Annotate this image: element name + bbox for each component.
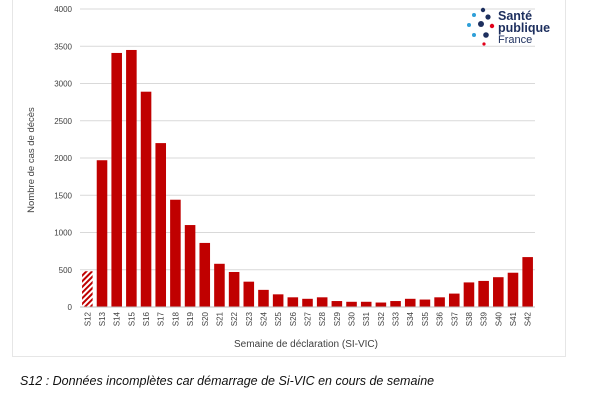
chart-frame	[12, 0, 566, 357]
x-tick-label: S35	[421, 311, 430, 326]
x-tick-label: S16	[142, 311, 151, 326]
x-tick-label: S41	[509, 311, 518, 326]
bar-S26	[287, 297, 299, 307]
y-tick-label: 2500	[54, 117, 72, 126]
x-tick-label: S25	[274, 311, 283, 326]
bar-S28	[316, 297, 328, 307]
bar-S39	[478, 280, 489, 307]
x-tick-label: S18	[171, 311, 180, 326]
x-tick-label: S37	[450, 311, 459, 326]
bar-S34	[404, 298, 416, 307]
x-tick-label: S34	[406, 311, 415, 326]
bar-S20	[199, 242, 211, 307]
bar-S41	[507, 272, 519, 307]
bar-S33	[390, 301, 401, 307]
x-tick-label: S32	[377, 311, 386, 326]
bar-S24	[258, 289, 269, 307]
x-tick-label: S15	[127, 311, 136, 326]
y-tick-label: 0	[68, 303, 73, 312]
x-tick-label: S28	[318, 311, 327, 326]
bar-S35	[419, 299, 431, 307]
x-tick-label: S20	[201, 311, 210, 326]
x-tick-label: S22	[230, 311, 239, 326]
bar-S13	[96, 160, 108, 307]
logo-text-france: France	[498, 34, 533, 46]
bar-S21	[214, 263, 225, 307]
x-tick-label: S26	[289, 311, 298, 326]
bar-S14	[111, 52, 122, 307]
bar-S25	[272, 294, 284, 307]
x-tick-label: S38	[465, 311, 474, 326]
x-tick-label: S14	[113, 311, 122, 326]
bar-S42	[522, 257, 533, 307]
x-tick-label: S27	[304, 311, 313, 326]
bar-S15	[126, 49, 137, 307]
x-tick-label: S13	[98, 311, 107, 326]
x-tick-label: S21	[215, 311, 224, 326]
bar-S40	[493, 277, 504, 307]
bar-S36	[434, 297, 445, 307]
y-tick-label: 1000	[54, 229, 72, 238]
x-tick-label: S19	[186, 311, 195, 326]
bar-S23	[243, 281, 255, 307]
y-tick-label: 500	[59, 266, 73, 275]
bar-S37	[448, 293, 460, 307]
bar-S22	[228, 271, 240, 307]
bar-S12	[82, 271, 93, 307]
x-tick-label: S30	[348, 311, 357, 326]
x-tick-labels: S12 S13 S14 S15 S16 S17 S18 S19 S20 S21 S22 S23 S24 S…	[83, 311, 532, 326]
x-tick-label: S29	[333, 311, 342, 326]
x-axis-label: Semaine de déclaration (SI-VIC)	[234, 339, 378, 350]
bar-S31	[360, 301, 372, 307]
x-tick-label: S36	[436, 311, 445, 326]
footnote: S12 : Données incomplètes car démarrage …	[20, 374, 435, 388]
y-tick-label: 4000	[54, 5, 72, 14]
y-tick-labels: 0 500 1000 1500 2000 2500 3000 3500 4000	[54, 5, 72, 312]
bar-S30	[346, 301, 357, 307]
x-tick-label: S12	[83, 311, 92, 326]
x-tick-label: S39	[480, 311, 489, 326]
x-tick-label: S33	[392, 311, 401, 326]
bar-S17	[155, 143, 167, 307]
bar-S29	[331, 301, 343, 307]
bar-S19	[184, 225, 196, 307]
sante-publique-france-logo: Santé publique France	[462, 4, 562, 48]
y-tick-label: 1500	[54, 191, 72, 200]
x-tick-label: S24	[259, 311, 268, 326]
x-tick-label: S42	[524, 311, 533, 326]
bar-S16	[140, 91, 152, 307]
bar-S32	[375, 302, 387, 307]
x-tick-label: S17	[157, 311, 166, 326]
y-tick-label: 3500	[54, 42, 72, 51]
bars	[82, 49, 533, 307]
y-tick-label: 2000	[54, 154, 72, 163]
x-tick-label: S40	[494, 311, 503, 326]
logo-text-publique: publique	[498, 21, 551, 35]
y-tick-label: 3000	[54, 80, 72, 89]
y-axis-label: Nombre de cas de décès	[26, 107, 37, 213]
x-tick-label: S23	[245, 311, 254, 326]
bar-S27	[302, 298, 313, 307]
logo-text-sante: Santé	[498, 9, 533, 23]
bar-S38	[463, 282, 475, 307]
logo-dots-icon	[467, 7, 495, 46]
x-tick-label: S31	[362, 311, 371, 326]
bar-S18	[170, 199, 181, 307]
